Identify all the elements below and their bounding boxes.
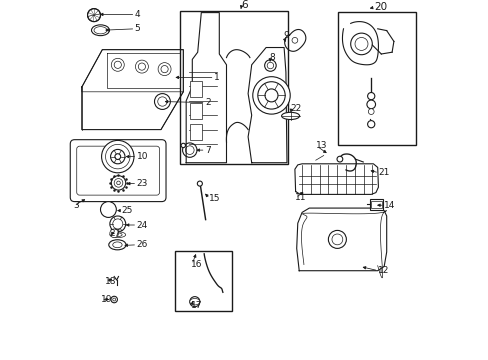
Circle shape (336, 156, 342, 162)
Bar (370, 201, 381, 208)
Circle shape (110, 216, 125, 232)
Ellipse shape (113, 242, 122, 248)
Text: 25: 25 (121, 206, 132, 215)
Circle shape (117, 181, 120, 185)
Circle shape (113, 298, 115, 301)
Circle shape (110, 229, 118, 238)
Text: 19: 19 (101, 295, 112, 304)
Circle shape (182, 143, 197, 157)
Circle shape (158, 63, 171, 76)
Circle shape (102, 140, 134, 173)
Text: 18: 18 (104, 277, 116, 286)
Text: 8: 8 (269, 53, 275, 62)
Circle shape (252, 77, 289, 114)
Circle shape (266, 62, 273, 69)
Circle shape (111, 58, 124, 71)
Ellipse shape (281, 112, 299, 120)
Circle shape (264, 60, 276, 71)
Ellipse shape (189, 298, 200, 305)
Text: 26: 26 (136, 240, 147, 249)
Text: 22: 22 (290, 104, 301, 113)
Circle shape (350, 33, 371, 55)
Circle shape (113, 219, 122, 229)
Text: 21: 21 (378, 168, 389, 177)
Circle shape (354, 37, 367, 50)
Text: 12: 12 (377, 266, 388, 275)
Text: 1: 1 (213, 73, 219, 82)
Circle shape (291, 37, 297, 43)
Circle shape (115, 154, 121, 159)
Text: 13: 13 (315, 141, 326, 150)
Text: 9: 9 (283, 31, 288, 40)
Circle shape (257, 82, 285, 109)
Text: 7: 7 (204, 145, 210, 155)
Circle shape (161, 66, 168, 73)
Bar (337, 12, 415, 145)
Circle shape (111, 296, 117, 303)
Circle shape (110, 149, 125, 164)
Circle shape (114, 179, 122, 187)
Bar (180, 11, 288, 164)
Text: 24: 24 (136, 220, 147, 230)
Bar (369, 199, 383, 210)
Circle shape (101, 202, 116, 217)
Circle shape (367, 109, 373, 114)
Text: 2: 2 (204, 98, 210, 107)
Bar (189, 81, 202, 97)
Circle shape (135, 60, 148, 73)
FancyBboxPatch shape (70, 140, 166, 202)
Ellipse shape (113, 233, 122, 237)
Ellipse shape (110, 232, 125, 238)
Ellipse shape (108, 240, 126, 250)
Text: 20: 20 (373, 2, 386, 12)
Circle shape (197, 181, 202, 186)
Circle shape (328, 230, 346, 248)
Circle shape (114, 61, 121, 68)
Text: 15: 15 (209, 194, 220, 203)
Text: 4: 4 (134, 10, 140, 19)
Text: 27: 27 (109, 229, 121, 238)
Bar (175, 251, 231, 311)
Circle shape (189, 297, 200, 307)
Circle shape (366, 100, 375, 109)
Circle shape (181, 143, 185, 148)
Text: 10: 10 (136, 152, 148, 161)
Text: 11: 11 (294, 194, 306, 202)
Circle shape (264, 89, 277, 102)
Circle shape (105, 144, 130, 169)
Circle shape (87, 9, 101, 22)
Bar (189, 103, 202, 119)
Text: 3: 3 (73, 201, 79, 210)
Text: 6: 6 (241, 0, 247, 10)
Circle shape (111, 176, 125, 190)
Circle shape (367, 93, 374, 100)
Circle shape (154, 94, 170, 109)
Circle shape (185, 146, 194, 154)
Text: 17: 17 (191, 301, 203, 310)
Bar (189, 124, 202, 140)
Circle shape (331, 234, 342, 245)
Ellipse shape (91, 25, 109, 36)
Circle shape (367, 121, 374, 128)
Text: 23: 23 (136, 179, 147, 188)
Text: 14: 14 (384, 201, 395, 210)
Text: 16: 16 (191, 260, 203, 269)
FancyBboxPatch shape (77, 146, 159, 195)
Circle shape (138, 63, 145, 70)
Ellipse shape (94, 27, 107, 34)
Circle shape (158, 97, 167, 106)
Text: 5: 5 (134, 24, 140, 33)
